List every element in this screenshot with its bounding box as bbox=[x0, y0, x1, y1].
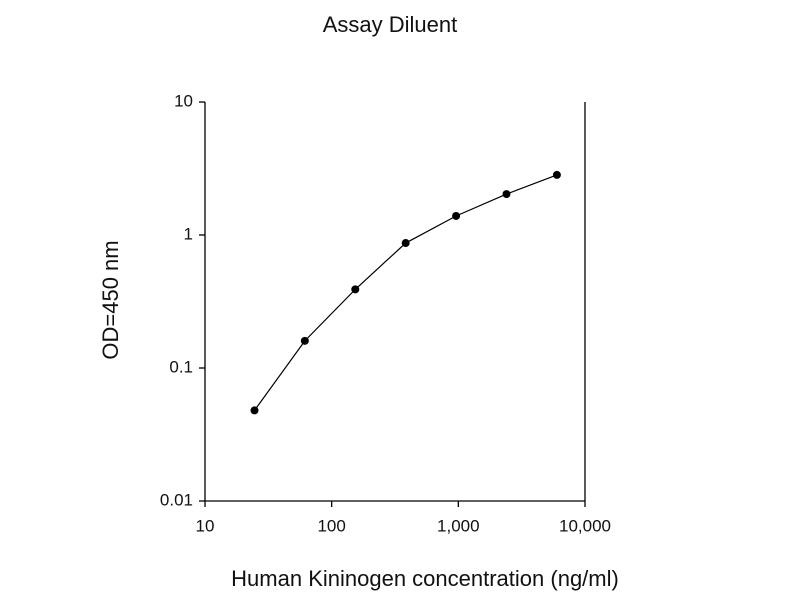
y-axis-title: OD=450 nm bbox=[98, 240, 123, 359]
x-axis-title: Human Kininogen concentration (ng/ml) bbox=[231, 566, 619, 591]
data-point bbox=[300, 336, 309, 345]
x-tick-label: 10 bbox=[196, 516, 215, 535]
data-point bbox=[250, 406, 259, 415]
chart-title: Assay Diluent bbox=[323, 12, 458, 37]
x-tick-label: 10,000 bbox=[559, 516, 611, 535]
y-tick-label: 10 bbox=[174, 91, 193, 110]
data-point bbox=[401, 239, 410, 248]
data-point bbox=[552, 170, 561, 179]
data-point bbox=[452, 211, 461, 220]
x-tick-label: 1,000 bbox=[437, 516, 480, 535]
y-tick-label: 0.01 bbox=[160, 490, 193, 509]
series-line bbox=[254, 174, 558, 411]
y-tick-label: 0.1 bbox=[169, 357, 193, 376]
data-point bbox=[502, 190, 511, 199]
y-tick-label: 1 bbox=[184, 224, 193, 243]
x-tick-label: 100 bbox=[317, 516, 345, 535]
data-point bbox=[351, 285, 360, 294]
